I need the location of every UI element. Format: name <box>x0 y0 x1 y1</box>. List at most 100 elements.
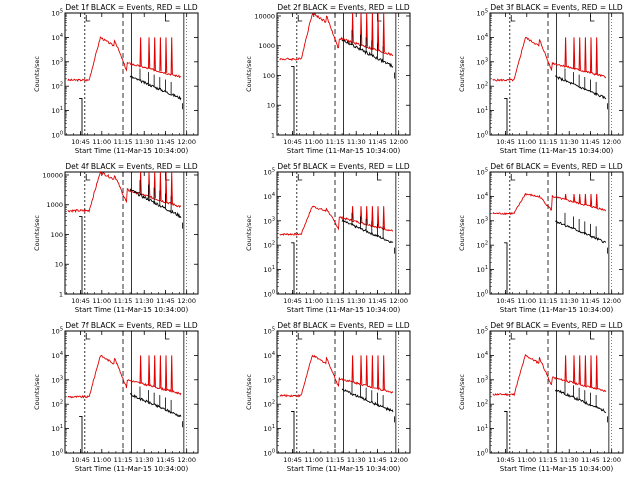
x-tick-label: 10:45 <box>496 138 515 146</box>
panel-title: Det 2f BLACK = Events, RED = LLD <box>277 3 410 12</box>
y-tick-label: 100 <box>477 290 488 299</box>
series-events-early <box>504 242 508 294</box>
y-tick-label: 100 <box>477 131 488 140</box>
x-axis-label: Start Time (11-Mar-15 10:34:00) <box>287 306 401 314</box>
y-tick-label: 105 <box>477 327 488 336</box>
marker-l <box>165 15 170 22</box>
series-events-line <box>341 39 394 68</box>
y-tick-label: 100 <box>264 290 275 299</box>
x-tick-label: 11:30 <box>560 138 579 146</box>
series-lld-spike <box>165 355 168 390</box>
series-lld-spike <box>573 37 576 69</box>
y-axis-label: Counts/sec <box>33 56 41 92</box>
y-tick-label: 102 <box>477 241 488 250</box>
y-axis-label: Counts/sec <box>458 56 466 92</box>
y-tick-label: 103 <box>264 216 275 225</box>
x-tick-label: 11:00 <box>92 297 111 305</box>
panel-title: Det 9f BLACK = Events, RED = LLD <box>490 321 623 330</box>
x-tick-label: 11:00 <box>304 456 323 464</box>
marker-l <box>85 333 91 340</box>
series-lld-spike <box>382 355 385 390</box>
series-lld-spike <box>371 355 374 388</box>
y-tick-label: 104 <box>477 192 488 201</box>
x-axis-label: Start Time (11-Mar-15 10:34:00) <box>500 465 614 473</box>
series-lld-spike <box>584 193 587 205</box>
series-events-early <box>79 415 83 453</box>
y-tick-label: 10000 <box>254 12 275 20</box>
y-tick-label: 102 <box>477 400 488 409</box>
y-tick-label: 10 <box>267 102 275 110</box>
y-tick-label: 101 <box>264 424 275 433</box>
marker-l <box>165 333 170 340</box>
series-lld-spike <box>139 355 142 384</box>
series-events-early <box>291 242 295 294</box>
x-tick-label: 11:45 <box>581 456 600 464</box>
x-tick-label: 11:30 <box>347 456 366 464</box>
series-events-line <box>554 388 607 413</box>
x-tick-label: 10:45 <box>496 297 515 305</box>
series-lld-spike <box>360 355 363 385</box>
y-tick-label: 10 <box>55 261 63 269</box>
y-tick-label: 105 <box>52 327 63 336</box>
x-tick-label: 10:45 <box>71 297 90 305</box>
x-tick-label: 11:15 <box>539 138 558 146</box>
x-axis-label: Start Time (11-Mar-15 10:34:00) <box>287 465 401 473</box>
x-tick-label: 11:15 <box>326 297 345 305</box>
x-tick-label: 11:00 <box>92 456 111 464</box>
x-tick-label: 11:45 <box>156 456 175 464</box>
x-tick-label: 11:15 <box>326 456 345 464</box>
marker-l <box>85 15 91 22</box>
x-tick-label: 10:45 <box>283 138 302 146</box>
x-tick-label: 11:15 <box>114 456 133 464</box>
series-lld-spike <box>595 37 598 75</box>
x-tick-label: 11:30 <box>560 456 579 464</box>
x-tick-label: 11:00 <box>517 297 536 305</box>
series-events-line <box>555 75 607 100</box>
y-tick-label: 103 <box>52 375 63 384</box>
series-lld-spike <box>371 206 374 226</box>
x-tick-label: 11:30 <box>135 297 154 305</box>
series-lld-spike <box>153 355 156 387</box>
x-tick-label: 10:45 <box>71 138 90 146</box>
y-tick-label: 101 <box>52 424 63 433</box>
y-tick-label: 101 <box>477 424 488 433</box>
x-tick-label: 12:00 <box>389 456 408 464</box>
x-tick-label: 12:00 <box>177 456 196 464</box>
series-events-early <box>79 216 83 294</box>
x-tick-label: 11:45 <box>156 138 175 146</box>
x-tick-label: 11:45 <box>156 297 175 305</box>
x-tick-label: 11:30 <box>347 297 366 305</box>
series-lld-spike <box>564 37 567 67</box>
y-tick-label: 104 <box>477 351 488 360</box>
series-events-line <box>555 220 607 244</box>
series-lld-line <box>67 36 182 83</box>
x-tick-label: 11:15 <box>114 297 133 305</box>
x-tick-label: 11:15 <box>114 138 133 146</box>
y-tick-label: 104 <box>477 33 488 42</box>
series-lld-spike <box>578 193 581 204</box>
panel-2: Det 2f BLACK = Events, RED = LLD 10:45 11:… <box>245 3 411 155</box>
y-tick-label: 100 <box>51 231 63 239</box>
series-lld-spike <box>590 37 593 73</box>
x-tick-label: 11:30 <box>135 138 154 146</box>
series-lld-spike <box>365 355 368 386</box>
x-tick-label: 11:30 <box>135 456 154 464</box>
x-tick-label: 11:30 <box>347 138 366 146</box>
y-axis-label: Counts/sec <box>458 215 466 251</box>
x-tick-label: 12:00 <box>389 138 408 146</box>
series-lld-spike <box>148 37 151 69</box>
marker-l <box>377 333 382 340</box>
y-tick-label: 1 <box>59 291 63 299</box>
series-lld-spike <box>590 355 593 388</box>
y-tick-label: 101 <box>52 106 63 115</box>
y-tick-label: 101 <box>264 265 275 274</box>
series-lld-spike <box>365 206 368 225</box>
series-lld-spike <box>564 355 567 381</box>
series-lld-spike <box>590 193 593 207</box>
series-events-early <box>504 411 508 453</box>
series-lld-spike <box>360 12 363 46</box>
